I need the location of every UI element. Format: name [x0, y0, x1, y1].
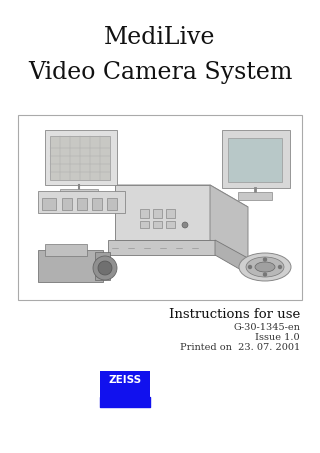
Text: Printed on  23. 07. 2001: Printed on 23. 07. 2001: [180, 343, 300, 352]
Circle shape: [263, 273, 267, 276]
Bar: [238, 192, 272, 200]
Text: Instructions for use: Instructions for use: [169, 308, 300, 321]
Polygon shape: [115, 185, 210, 240]
Circle shape: [263, 258, 267, 261]
Bar: [153, 221, 162, 228]
Bar: [50, 136, 110, 180]
Ellipse shape: [255, 262, 275, 272]
Bar: [166, 221, 175, 228]
Polygon shape: [115, 185, 248, 207]
Bar: [45, 244, 87, 256]
Polygon shape: [108, 240, 215, 255]
Bar: [140, 221, 149, 228]
Ellipse shape: [239, 253, 291, 281]
Bar: [92, 198, 102, 210]
Bar: [153, 209, 162, 218]
Text: ZEISS: ZEISS: [108, 375, 141, 385]
Bar: [38, 191, 125, 213]
Bar: [95, 252, 110, 280]
Bar: [77, 198, 87, 210]
Bar: [60, 189, 98, 197]
Bar: [140, 209, 149, 218]
Circle shape: [93, 256, 117, 280]
Text: Video Camera System: Video Camera System: [28, 61, 292, 83]
Bar: [38, 250, 103, 282]
Circle shape: [98, 261, 112, 275]
Bar: [107, 198, 117, 210]
Text: G-30-1345-en: G-30-1345-en: [233, 323, 300, 332]
Bar: [166, 209, 175, 218]
Circle shape: [249, 265, 252, 269]
Bar: [42, 198, 56, 210]
Ellipse shape: [246, 257, 284, 277]
Bar: [222, 130, 290, 188]
Bar: [228, 138, 282, 182]
Bar: [100, 371, 150, 405]
Bar: [62, 198, 72, 210]
Text: MediLive: MediLive: [104, 26, 216, 49]
Circle shape: [182, 222, 188, 228]
Polygon shape: [215, 240, 255, 278]
Polygon shape: [210, 185, 248, 262]
Bar: [45, 130, 117, 185]
Circle shape: [278, 265, 282, 269]
Bar: [18, 115, 302, 300]
Text: Issue 1.0: Issue 1.0: [255, 333, 300, 342]
